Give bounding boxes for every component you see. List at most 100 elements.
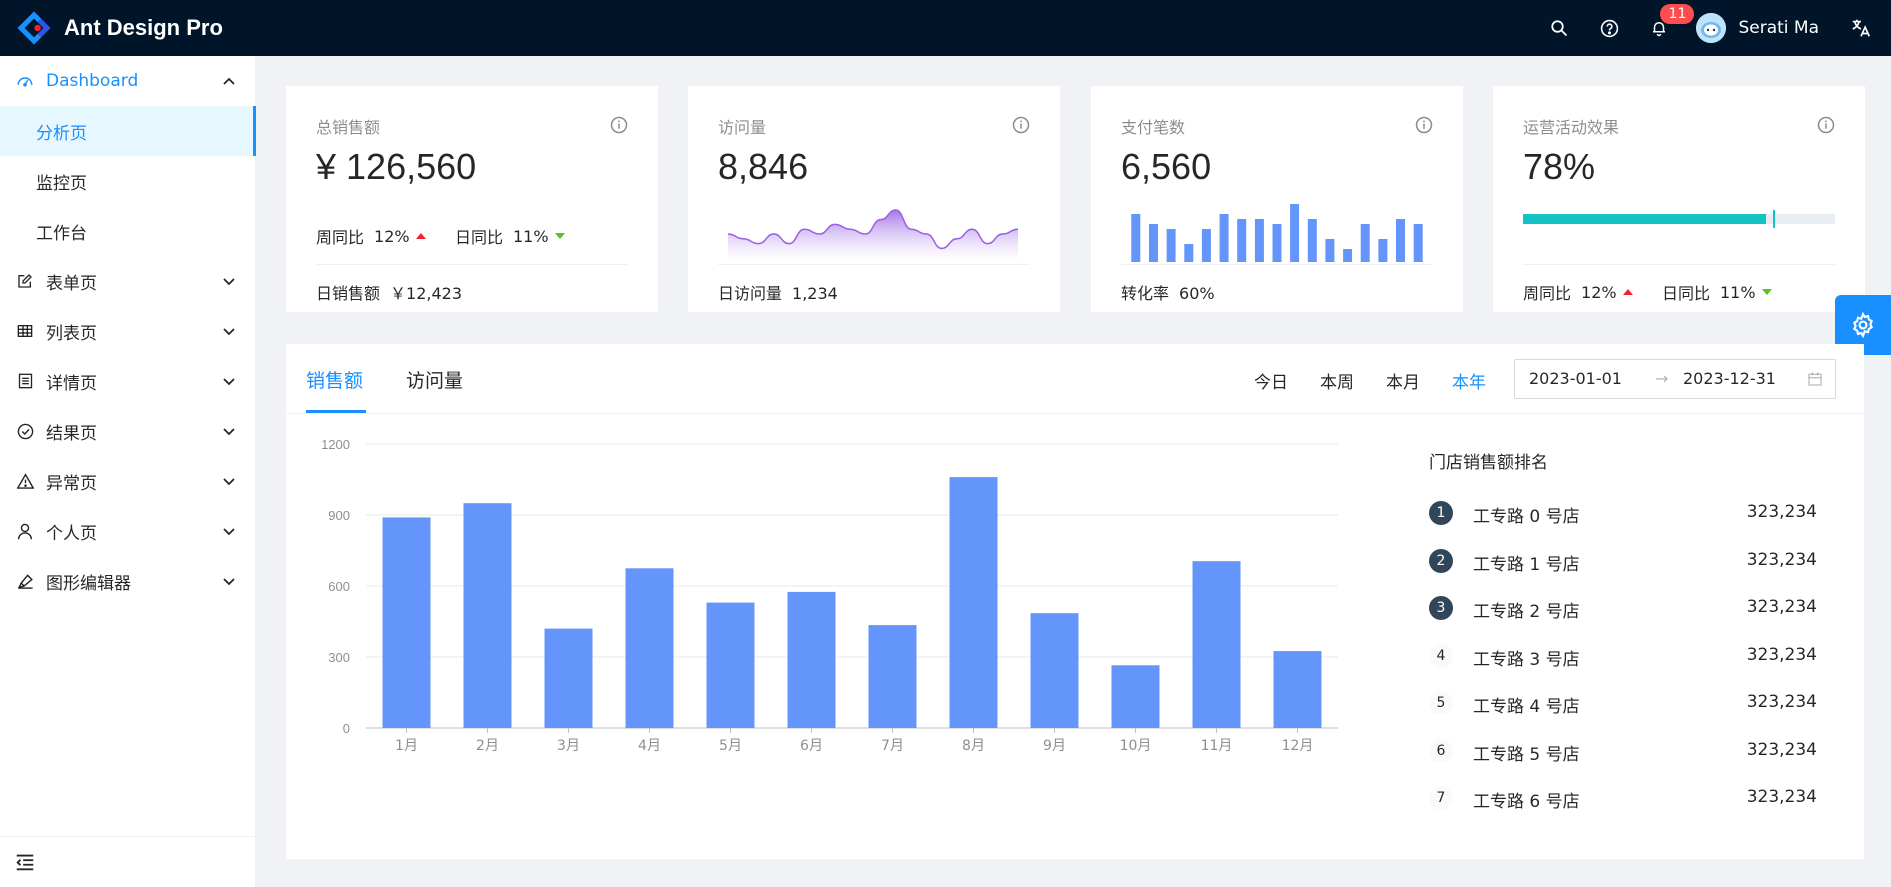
store-sales-value: 323,234 xyxy=(1746,787,1817,807)
info-circle-icon[interactable] xyxy=(1415,116,1433,134)
info-circle-icon[interactable] xyxy=(610,116,628,134)
chevron-up-icon xyxy=(223,77,235,85)
logo[interactable]: Ant Design Pro xyxy=(16,0,223,56)
sidebar-subitem-label: 分析页 xyxy=(36,123,87,144)
tab-ink-bar xyxy=(306,410,366,413)
caret-down-icon xyxy=(1761,289,1772,295)
sidebar-subitem-label: 工作台 xyxy=(36,223,87,244)
rank-row: 6 工专路 5 号店 323,234 xyxy=(1429,736,1829,766)
sales-bar xyxy=(706,602,755,728)
period-today[interactable]: 今日 xyxy=(1254,373,1288,393)
footer-label: 日销售额 xyxy=(316,284,381,303)
caret-up-icon xyxy=(415,233,426,239)
chevron-down-icon xyxy=(223,478,235,486)
sidebar-subitem-workplace[interactable]: 工作台 xyxy=(0,206,256,256)
check-circle-icon xyxy=(16,422,34,440)
notification-badge: 11 xyxy=(1660,4,1695,24)
progress-fill xyxy=(1523,214,1767,224)
wow-trend: 周同比 12% xyxy=(316,224,426,248)
payments-bar xyxy=(1396,219,1405,262)
search-icon[interactable] xyxy=(1534,0,1584,56)
y-tick-label: 0 xyxy=(343,721,350,736)
range-end-input[interactable]: 2023-12-31 xyxy=(1683,369,1776,388)
card-title: 总销售额 xyxy=(316,118,381,137)
period-year[interactable]: 本年 xyxy=(1452,373,1486,393)
sidebar-item-label: 个人页 xyxy=(46,523,97,544)
user-menu[interactable]: Serati Ma xyxy=(1684,0,1831,56)
notification-bell-icon[interactable]: 11 xyxy=(1634,0,1695,56)
trend-value: 12% xyxy=(374,226,410,246)
sidebar-subitem-analysis[interactable]: 分析页 xyxy=(0,106,256,156)
sidebar-item-form[interactable]: 表单页 xyxy=(0,256,256,306)
table-icon xyxy=(16,322,34,340)
rank-number: 4 xyxy=(1429,643,1453,668)
sidebar-item-result[interactable]: 结果页 xyxy=(0,406,256,456)
payments-bar xyxy=(1184,244,1194,262)
footer-label: 转化率 xyxy=(1121,284,1170,303)
operations-card: 运营活动效果 78% 周同比 12% 日同比 11% xyxy=(1493,86,1865,312)
period-month[interactable]: 本月 xyxy=(1386,373,1420,393)
sidebar-item-account[interactable]: 个人页 xyxy=(0,506,256,556)
store-rank-title: 门店销售额排名 xyxy=(1429,453,1548,473)
translate-icon[interactable] xyxy=(1831,0,1891,56)
help-icon[interactable] xyxy=(1584,0,1634,56)
sidebar-item-exception[interactable]: 异常页 xyxy=(0,456,256,506)
sidebar-item-label: 列表页 xyxy=(46,323,97,344)
info-circle-icon[interactable] xyxy=(1817,116,1835,134)
period-week[interactable]: 本周 xyxy=(1320,373,1354,393)
wow-trend: 周同比 12% xyxy=(1523,280,1633,304)
visits-area-fill xyxy=(728,210,1018,262)
caret-down-icon xyxy=(554,233,565,239)
store-sales-value: 323,234 xyxy=(1746,644,1817,665)
sales-bar xyxy=(544,628,593,728)
chevron-down-icon xyxy=(223,528,235,536)
sidebar-item-dashboard[interactable]: Dashboard xyxy=(0,56,256,106)
footer-value: ￥12,423 xyxy=(390,284,463,303)
sidebar-item-list[interactable]: 列表页 xyxy=(0,306,256,356)
chevron-down-icon xyxy=(223,428,235,436)
rank-number: 3 xyxy=(1429,596,1453,620)
range-start-input[interactable]: 2023-01-01 xyxy=(1529,369,1622,388)
menu-fold-icon[interactable] xyxy=(14,851,36,873)
payments-bar xyxy=(1325,239,1335,262)
sales-tabs: 销售额 访问量 今日 本周 本月 本年 2023-01-01 → 2023-12… xyxy=(286,344,1864,414)
tab-visits[interactable]: 访问量 xyxy=(406,370,464,392)
footer-value: 1,234 xyxy=(792,284,838,303)
payments-bar xyxy=(1272,224,1282,262)
store-sales-value: 323,234 xyxy=(1746,692,1817,712)
payments-bar xyxy=(1219,214,1229,262)
form-icon xyxy=(16,272,34,290)
visits-value: 8,846 xyxy=(718,146,809,187)
payments-bar xyxy=(1343,249,1353,262)
rank-row: 1 工专路 0 号店 323,234 xyxy=(1429,498,1829,528)
sales-bar xyxy=(625,568,674,729)
rank-row: 5 工专路 4 号店 323,234 xyxy=(1429,688,1829,718)
trend-value: 11% xyxy=(513,226,549,246)
dod-trend: 日同比 11% xyxy=(455,224,565,248)
trend-label: 日同比 xyxy=(1661,284,1710,303)
calendar-icon xyxy=(1808,372,1822,386)
total-sales-value: ¥ 126,560 xyxy=(316,146,477,187)
card-footer: 转化率 60% xyxy=(1121,280,1215,304)
rank-number: 2 xyxy=(1429,548,1453,573)
sales-bar xyxy=(949,477,998,728)
avatar xyxy=(1696,13,1727,43)
progress-track xyxy=(1523,210,1835,228)
info-circle-icon[interactable] xyxy=(1012,116,1030,134)
tab-sales[interactable]: 销售额 xyxy=(306,370,364,392)
payments-bar xyxy=(1131,214,1141,262)
store-name: 工专路 3 号店 xyxy=(1473,649,1580,670)
y-tick-label: 900 xyxy=(328,508,350,523)
payments-bar xyxy=(1378,239,1388,262)
x-tick-label: 1月 xyxy=(395,738,418,754)
card-footer: 日访问量 1,234 xyxy=(718,280,838,304)
payments-bar xyxy=(1307,219,1317,262)
x-tick-label: 4月 xyxy=(638,738,661,754)
sales-bar xyxy=(1192,561,1241,728)
date-range-picker[interactable]: 2023-01-01 → 2023-12-31 xyxy=(1514,359,1836,399)
trend-label: 日同比 xyxy=(454,228,503,247)
sidebar-subitem-monitor[interactable]: 监控页 xyxy=(0,156,256,206)
sidebar-item-profile[interactable]: 详情页 xyxy=(0,356,256,406)
sidebar-item-editor[interactable]: 图形编辑器 xyxy=(0,556,256,606)
operations-value: 78% xyxy=(1523,146,1596,187)
